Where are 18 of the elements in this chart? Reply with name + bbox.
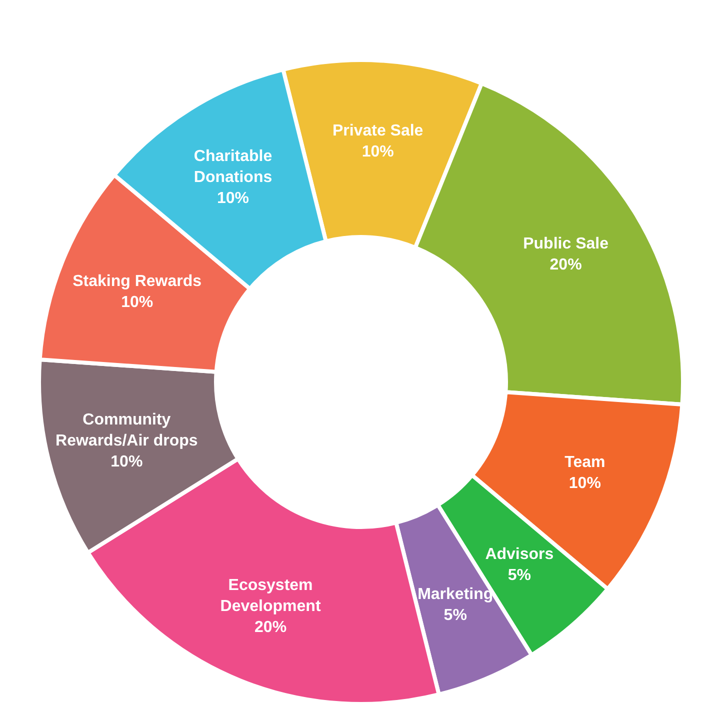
slice-label: Public Sale <box>523 235 609 252</box>
data-label: 10% <box>362 143 394 160</box>
data-label: 10% <box>568 474 601 492</box>
slice-label: Staking Rewards <box>72 272 202 290</box>
slice-label: Advisors <box>485 545 554 562</box>
slice-label: Team <box>564 453 606 470</box>
slice-label: Community Rewards/Air drops <box>56 410 198 449</box>
slice-label: Charitable Donations <box>194 148 272 186</box>
data-label: 20% <box>550 256 582 274</box>
data-label: 10% <box>217 190 250 207</box>
slice-label: Private Sale <box>332 122 424 140</box>
data-label: 20% <box>254 618 287 636</box>
data-label: 10% <box>110 452 143 470</box>
data-label: 10% <box>121 294 154 311</box>
slice-label: Marketing <box>418 585 494 602</box>
slice-label: Ecosystem Development <box>220 576 322 614</box>
data-label: 5% <box>508 566 531 584</box>
data-label: 5% <box>444 606 467 624</box>
